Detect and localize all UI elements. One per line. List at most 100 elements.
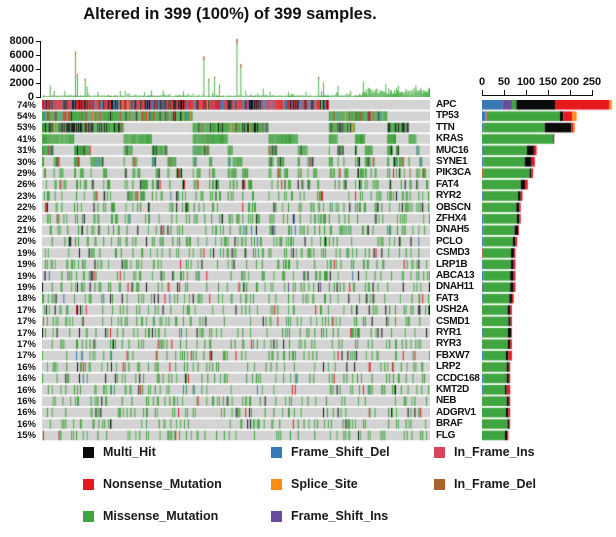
tmb-y-tick-label: 8000	[9, 35, 34, 47]
legend-swatch-icon	[434, 478, 445, 490]
legend-item-frame_shift_ins: Frame_Shift_Ins	[271, 509, 388, 523]
legend-label: Frame_Shift_Ins	[291, 509, 389, 523]
legend-label: In_Frame_Ins	[454, 445, 535, 459]
gene-name-label: OBSCN	[436, 201, 471, 213]
gene-percent-label: 22%	[16, 202, 36, 214]
legend-item-frame_shift_del: Frame_Shift_Del	[271, 445, 390, 459]
gene-bar-tick-label: 200	[560, 76, 580, 88]
legend-item-splice_site: Splice_Site	[271, 477, 358, 491]
gene-percent-label: 41%	[16, 133, 36, 145]
gene-name-label: PIK3CA	[436, 167, 471, 179]
gene-bar-tick	[547, 90, 549, 96]
gene-percent-label: 17%	[16, 316, 36, 328]
legend-item-nonsense_mutation: Nonsense_Mutation	[83, 477, 222, 491]
gene-percent-label: 19%	[16, 270, 36, 282]
tmb-y-tick	[36, 68, 41, 70]
gene-percent-label: 17%	[16, 327, 36, 339]
legend-item-in_frame_del: In_Frame_Del	[434, 477, 536, 491]
gene-name-label: MUC16	[436, 144, 469, 156]
gene-percent-label: 54%	[16, 110, 36, 122]
gene-percent-label: 26%	[16, 179, 36, 191]
gene-name-label: APC	[436, 99, 457, 110]
gene-bar-tick	[591, 90, 593, 96]
gene-name-label: FAT3	[436, 292, 459, 304]
gene-bar-tick	[569, 90, 571, 96]
oncoplot-matrix	[42, 100, 430, 442]
legend-swatch-icon	[83, 510, 94, 522]
gene-name-label: CSMD1	[436, 315, 470, 327]
gene-percent-label: 17%	[16, 350, 36, 362]
gene-name-label: DNAH11	[436, 281, 474, 293]
gene-name-label: ADGRV1	[436, 406, 476, 418]
gene-name-label: SYNE1	[436, 156, 468, 167]
gene-name-label: CSMD3	[436, 247, 470, 259]
tmb-bar-chart	[42, 35, 430, 97]
legend-swatch-icon	[83, 446, 94, 458]
gene-bar-tick	[503, 90, 505, 96]
gene-percent-label: 23%	[16, 190, 36, 202]
gene-name-label: FBXW7	[436, 349, 470, 361]
gene-bar-axis-line	[482, 95, 593, 97]
gene-percent-label: 19%	[16, 247, 36, 259]
gene-bar-tick	[525, 90, 527, 96]
gene-bar-tick-label: 0	[478, 76, 486, 88]
gene-name-label: FLG	[436, 429, 456, 441]
legend-label: Nonsense_Mutation	[103, 477, 222, 491]
gene-name-label: RYR3	[436, 338, 462, 350]
gene-name-label: FAT4	[436, 178, 459, 190]
gene-name-label: DNAH5	[436, 224, 469, 236]
tmb-y-tick	[36, 82, 41, 84]
gene-name-label: PCLO	[436, 235, 463, 247]
legend-swatch-icon	[271, 446, 282, 458]
gene-name-label: KRAS	[436, 133, 464, 145]
gene-bar-chart	[482, 100, 616, 442]
tmb-y-tick-label: 4000	[9, 63, 34, 75]
gene-name-label: TP53	[436, 110, 459, 122]
gene-name-label: CCDC168	[436, 372, 480, 384]
gene-bar-tick	[481, 90, 483, 96]
gene-bar-tick-label: 250	[582, 76, 602, 88]
tmb-y-tick	[36, 96, 41, 98]
legend-label: Frame_Shift_Del	[291, 445, 390, 459]
gene-percent-label: 16%	[16, 373, 36, 385]
gene-name-label: NEB	[436, 395, 457, 407]
plot-title: Altered in 399 (100%) of 399 samples.	[83, 5, 377, 23]
legend-label: Splice_Site	[291, 477, 358, 491]
gene-percent-label: 17%	[16, 338, 36, 350]
legend-swatch-icon	[434, 446, 445, 458]
gene-percent-label: 19%	[16, 259, 36, 271]
gene-name-label: RYR1	[436, 327, 462, 338]
gene-percent-label: 18%	[16, 293, 36, 305]
gene-name-label: LRP2	[436, 361, 461, 373]
gene-percent-label: 20%	[16, 236, 36, 248]
legend-item-missense_mutation: Missense_Mutation	[83, 509, 218, 523]
gene-percent-label: 22%	[16, 213, 36, 225]
gene-name-label: LRP1B	[436, 258, 468, 270]
gene-percent-label: 15%	[16, 430, 36, 442]
gene-bar-tick-label: 150	[538, 76, 558, 88]
gene-name-label: ZFHX4	[436, 213, 467, 224]
gene-percent-label: 16%	[16, 361, 36, 373]
tmb-y-tick-label: 2000	[9, 77, 34, 89]
tmb-y-tick	[36, 40, 41, 42]
legend-swatch-icon	[83, 478, 94, 490]
legend-label: In_Frame_Del	[454, 477, 536, 491]
gene-percent-label: 53%	[16, 122, 36, 134]
legend-label: Missense_Mutation	[103, 509, 219, 523]
gene-name-label: ABCA13	[436, 270, 475, 281]
gene-percent-label: 16%	[16, 384, 36, 396]
gene-name-label: TTN	[436, 121, 455, 133]
gene-percent-label: 31%	[16, 145, 36, 157]
gene-name-label: RYR2	[436, 190, 462, 202]
gene-bar-tick-label: 100	[516, 76, 536, 88]
legend-item-in_frame_ins: In_Frame_Ins	[434, 445, 535, 459]
gene-percent-label: 21%	[16, 224, 36, 236]
gene-bar-tick-label: 50	[497, 76, 511, 88]
gene-percent-label: 30%	[16, 156, 36, 168]
legend-swatch-icon	[271, 478, 282, 490]
tmb-y-tick-label: 6000	[9, 49, 34, 61]
gene-percent-label: 16%	[16, 407, 36, 419]
gene-percent-label: 16%	[16, 418, 36, 430]
tmb-y-tick	[36, 54, 41, 56]
